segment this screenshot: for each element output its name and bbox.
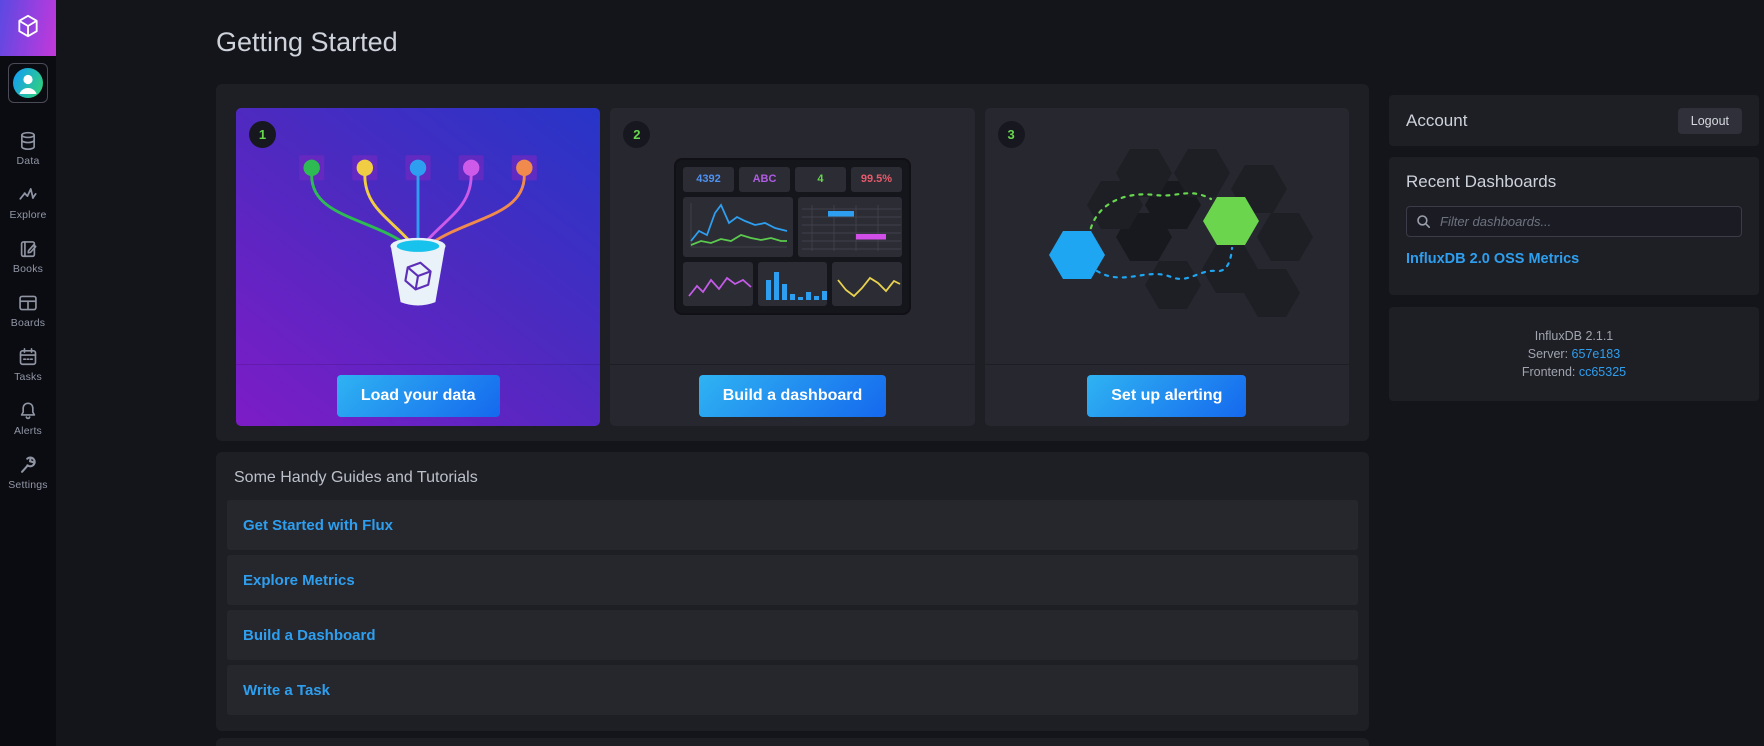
guide-row-explore-metrics[interactable]: Explore Metrics bbox=[227, 555, 1358, 605]
recent-dashboards-title: Recent Dashboards bbox=[1406, 172, 1557, 191]
avatar-icon bbox=[13, 68, 43, 98]
sidebar-item-label: Settings bbox=[8, 479, 48, 491]
sidebar-item-boards[interactable]: Boards bbox=[0, 292, 56, 329]
guide-link[interactable]: Get Started with Flux bbox=[243, 516, 394, 534]
sidebar-item-settings[interactable]: Settings bbox=[0, 454, 56, 491]
step-card-load-data: 1 bbox=[236, 108, 601, 426]
mock-line-chart bbox=[682, 196, 793, 257]
server-commit-link[interactable]: 657e183 bbox=[1571, 347, 1621, 361]
account-title: Account bbox=[1406, 110, 1468, 130]
guides-title: Some Handy Guides and Tutorials bbox=[234, 469, 478, 486]
load-data-illustration bbox=[273, 148, 563, 325]
step-card-alerting: 3 bbox=[984, 108, 1349, 426]
sidebar-item-label: Boards bbox=[10, 317, 46, 329]
step-number-badge: 2 bbox=[623, 121, 651, 148]
page-title: Getting Started bbox=[216, 27, 398, 57]
sidebar: Data Explore Books bbox=[0, 0, 56, 746]
logout-button[interactable]: Logout bbox=[1677, 107, 1742, 134]
mock-stat: 99.5% bbox=[850, 166, 902, 192]
mock-stat: 4 bbox=[794, 166, 846, 192]
build-a-dashboard-button[interactable]: Build a dashboard bbox=[698, 374, 887, 417]
database-icon bbox=[17, 130, 39, 152]
recent-dashboards-panel: Recent Dashboards InfluxDB 2.0 OSS Metri… bbox=[1389, 157, 1759, 295]
mock-table bbox=[797, 196, 902, 257]
sidebar-item-alerts[interactable]: Alerts bbox=[0, 400, 56, 437]
onboarding-panel: 1 bbox=[216, 84, 1369, 441]
guide-row-write-task[interactable]: Write a Task bbox=[227, 665, 1358, 715]
account-panel: Account Logout bbox=[1389, 95, 1759, 146]
step-card-build-dashboard: 2 4392 ABC 4 99.5% bbox=[610, 108, 975, 426]
guide-link[interactable]: Explore Metrics bbox=[243, 571, 355, 589]
load-your-data-button[interactable]: Load your data bbox=[336, 374, 500, 417]
graph-pulse-icon bbox=[17, 184, 39, 206]
set-up-alerting-button[interactable]: Set up alerting bbox=[1087, 374, 1247, 417]
guide-row-build-dashboard[interactable]: Build a Dashboard bbox=[227, 610, 1358, 660]
influxdb-cube-icon bbox=[15, 13, 41, 44]
dashboard-mock-illustration: 4392 ABC 4 99.5% bbox=[675, 159, 909, 313]
alerting-hexagons-illustration bbox=[1019, 145, 1315, 328]
mock-purple-line-chart bbox=[682, 261, 753, 306]
version-info-panel: InfluxDB 2.1.1 Server: 657e183 Frontend:… bbox=[1389, 307, 1759, 401]
guide-link[interactable]: Build a Dashboard bbox=[243, 626, 376, 644]
influxdb-logo[interactable] bbox=[0, 0, 56, 56]
step-number-badge: 3 bbox=[997, 121, 1025, 148]
mock-stat: 4392 bbox=[682, 166, 734, 192]
next-panel-partial bbox=[216, 738, 1369, 746]
frontend-label: Frontend: bbox=[1521, 365, 1576, 379]
sidebar-item-explore[interactable]: Explore bbox=[0, 184, 56, 221]
filter-dashboards-input[interactable] bbox=[1406, 206, 1742, 237]
sidebar-item-label: Alerts bbox=[13, 425, 43, 437]
version-server-line: Server: 657e183 bbox=[1528, 347, 1620, 361]
bell-icon bbox=[17, 400, 39, 422]
version-product: InfluxDB 2.1.1 bbox=[1534, 329, 1614, 343]
sidebar-item-label: Explore bbox=[9, 209, 47, 221]
sidebar-item-label: Tasks bbox=[14, 371, 42, 383]
version-frontend-line: Frontend: cc65325 bbox=[1522, 365, 1626, 379]
mock-bar-chart bbox=[757, 261, 828, 306]
sidebar-item-label: Books bbox=[12, 263, 44, 275]
sidebar-item-label: Data bbox=[16, 155, 40, 167]
wrench-icon bbox=[17, 454, 39, 476]
calendar-icon bbox=[17, 346, 39, 368]
sidebar-item-tasks[interactable]: Tasks bbox=[0, 346, 56, 383]
server-label: Server: bbox=[1527, 347, 1569, 361]
step-number-badge: 1 bbox=[249, 121, 276, 148]
dashboard-link-influxdb-oss-metrics[interactable]: InfluxDB 2.0 OSS Metrics bbox=[1406, 251, 1580, 267]
guides-panel: Some Handy Guides and Tutorials Get Star… bbox=[216, 452, 1369, 731]
frontend-commit-link[interactable]: cc65325 bbox=[1578, 365, 1627, 379]
guide-row-flux[interactable]: Get Started with Flux bbox=[227, 500, 1358, 550]
guide-link[interactable]: Write a Task bbox=[243, 681, 330, 699]
user-avatar[interactable] bbox=[8, 63, 48, 103]
sidebar-item-books[interactable]: Books bbox=[0, 238, 56, 275]
sidebar-item-data[interactable]: Data bbox=[0, 130, 56, 167]
mock-yellow-line-chart bbox=[832, 261, 902, 306]
notebook-icon bbox=[17, 238, 39, 260]
dashboards-icon bbox=[17, 292, 39, 314]
mock-stat: ABC bbox=[738, 166, 790, 192]
